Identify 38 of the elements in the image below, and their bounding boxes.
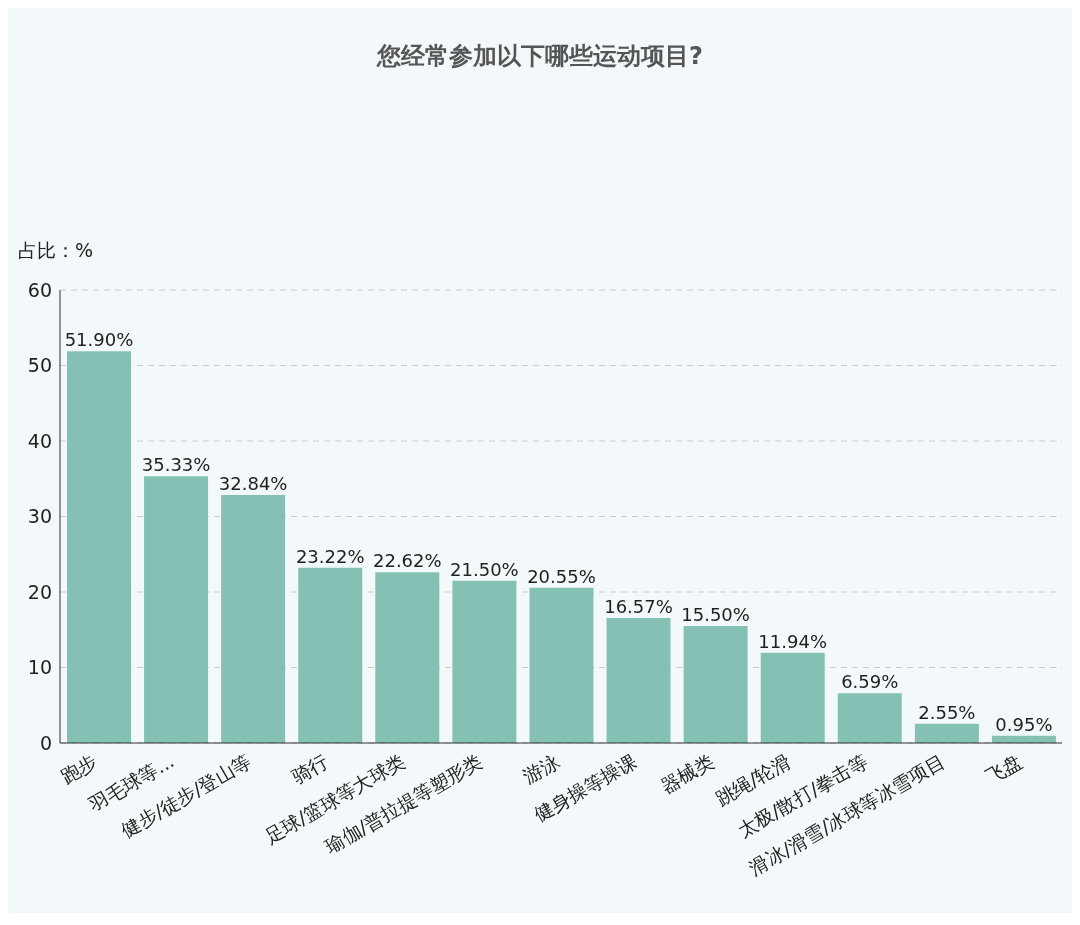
y-tick-label: 40 — [27, 429, 52, 452]
y-tick-label: 0 — [39, 731, 52, 754]
data-label: 2.55% — [918, 701, 976, 723]
y-tick-label: 50 — [27, 354, 52, 377]
y-axis-title: 占比：% — [18, 238, 94, 263]
x-tick-label: 跑步 — [56, 749, 101, 788]
y-tick-label: 10 — [27, 656, 52, 679]
data-label: 22.62% — [372, 550, 442, 572]
y-tick-label: 30 — [27, 505, 52, 528]
bar — [375, 572, 440, 743]
bar — [760, 652, 825, 743]
data-label: 6.59% — [841, 671, 899, 693]
y-tick-label: 20 — [27, 580, 52, 603]
bar — [837, 693, 902, 743]
data-label: 11.94% — [758, 630, 828, 652]
y-tick-label: 60 — [27, 278, 52, 301]
bar — [683, 625, 748, 743]
data-label: 32.84% — [218, 473, 288, 495]
data-label: 51.90% — [64, 329, 134, 351]
bar — [221, 495, 286, 743]
bar — [606, 617, 671, 743]
data-label: 20.55% — [527, 565, 596, 587]
chart-title: 您经常参加以下哪些运动项目? — [375, 41, 704, 72]
bar — [298, 567, 363, 743]
x-tick-label: 骑行 — [287, 749, 332, 788]
data-label: 0.95% — [995, 713, 1053, 735]
x-tick-label: 飞盘 — [981, 749, 1026, 788]
data-label: 15.50% — [681, 603, 750, 625]
bar — [452, 580, 517, 743]
x-tick-label: 游泳 — [519, 749, 563, 788]
bar — [914, 723, 979, 743]
bar — [67, 351, 131, 743]
data-label: 16.57% — [604, 595, 673, 617]
bar — [144, 476, 209, 743]
data-label: 35.33% — [141, 454, 211, 476]
data-label: 23.22% — [295, 545, 365, 567]
data-label: 21.50% — [450, 558, 519, 580]
bar — [529, 587, 594, 743]
